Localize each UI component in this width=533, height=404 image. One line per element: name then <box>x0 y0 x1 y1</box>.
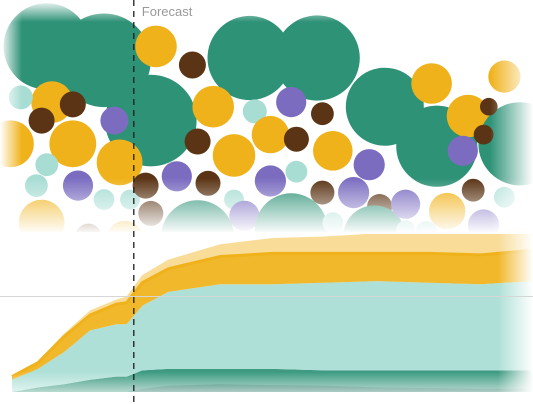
bubble-aqua <box>242 99 267 124</box>
bubble-gold <box>49 120 97 168</box>
bubble-gold <box>313 131 353 171</box>
bubble-purple <box>447 135 478 166</box>
area-band-2 <box>12 250 533 380</box>
bubble-purple <box>276 87 307 118</box>
bubble-purple <box>353 149 385 181</box>
bubble-gold <box>251 115 290 154</box>
bubble-large <box>207 15 292 101</box>
area-top-line <box>11 248 533 378</box>
bubble-gold <box>212 134 256 177</box>
bubble-dark <box>59 91 86 118</box>
bubble-dark <box>473 124 494 145</box>
bubble-large <box>274 15 360 101</box>
bubble-gold <box>135 25 177 68</box>
bubble-gold <box>411 63 452 104</box>
bubble-dark <box>311 102 334 126</box>
forecast-label: Forecast <box>142 4 193 19</box>
area-band-1 <box>12 281 533 392</box>
bubble-gold <box>96 139 143 186</box>
bubble-dark <box>178 51 206 79</box>
bubble-dark <box>28 107 55 134</box>
bubble-dark <box>184 128 211 155</box>
area-band-3 <box>12 227 533 377</box>
bubble-dark <box>283 126 309 152</box>
bubble-aqua <box>35 153 59 177</box>
bubble-aqua <box>285 160 308 183</box>
stacked-area-chart <box>11 227 533 392</box>
bubble-gold <box>192 85 234 128</box>
bubble-purple <box>100 106 129 135</box>
